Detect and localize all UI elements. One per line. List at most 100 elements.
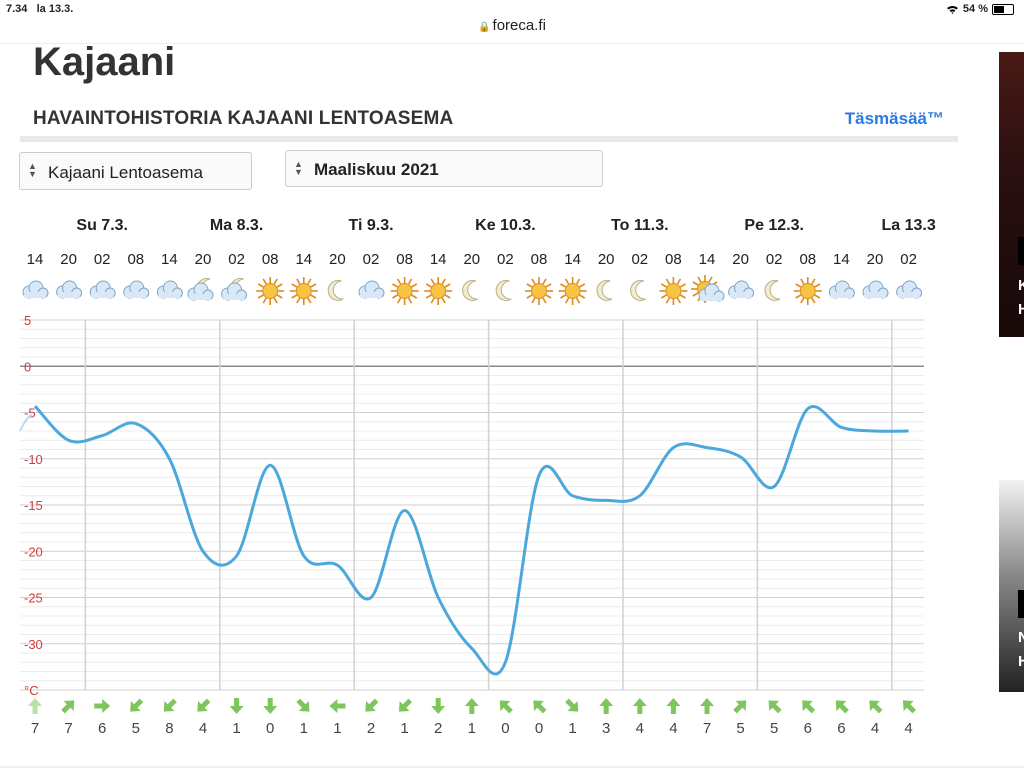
select-arrows-icon: ▲ ▼ [294, 159, 303, 177]
ad-block [1018, 590, 1024, 618]
sun-icon [256, 277, 285, 305]
wifi-icon [946, 5, 958, 14]
cloud-icon [22, 280, 49, 299]
brand-link[interactable]: Täsmäsää™ [844, 109, 944, 128]
wind-speed-label: 4 [199, 720, 207, 737]
month-select[interactable]: ▲ ▼ Maaliskuu 2021 [285, 150, 603, 187]
wind-speed-label: 1 [333, 720, 341, 737]
wind-speed-label: 8 [165, 720, 173, 737]
cloud-icon [728, 280, 755, 299]
hour-label: 14 [161, 251, 178, 268]
hour-label: 08 [531, 251, 548, 268]
hour-label: 20 [867, 251, 884, 268]
wind-speed-label: 4 [636, 720, 644, 737]
wind-speed-label: 6 [837, 720, 845, 737]
arrow-up-left-icon [802, 700, 816, 714]
hour-label: 20 [195, 251, 212, 268]
arrow-down-left-icon [365, 698, 379, 712]
arrow-up-icon [666, 698, 681, 714]
arrow-down-right-icon [296, 698, 310, 712]
url-bar[interactable]: 🔒 foreca.fi [0, 17, 1024, 44]
month-select-value: Maaliskuu 2021 [314, 160, 439, 179]
wind-speed-label: 3 [602, 720, 610, 737]
select-arrows-icon: ▲ ▼ [28, 161, 37, 179]
hour-label: 14 [27, 251, 44, 268]
hour-label: 14 [564, 251, 581, 268]
arrow-up-left-icon [768, 700, 782, 714]
arrow-down-icon [431, 698, 446, 714]
moon-icon [327, 279, 344, 301]
y-tick-label: -10 [24, 452, 43, 467]
arrow-up-left-icon [835, 700, 849, 714]
arrow-down-right-icon [565, 698, 579, 712]
wind-speed-label: 6 [804, 720, 812, 737]
arrow-up-left-icon [533, 700, 547, 714]
moon-icon [462, 279, 479, 301]
arrow-down-icon [229, 698, 244, 714]
day-label: Ti 9.3. [348, 217, 393, 234]
wind-speed-label: 5 [132, 720, 140, 737]
arrow-down-icon [263, 698, 278, 714]
arrow-up-icon [599, 698, 614, 714]
arrow-up-icon [464, 698, 479, 714]
hour-label: 20 [463, 251, 480, 268]
hour-label: 02 [363, 251, 380, 268]
cloud-icon [862, 280, 889, 299]
arrow-down-left-icon [398, 698, 413, 712]
wind-speed-label: 0 [501, 720, 509, 737]
y-tick-label: 0 [24, 359, 31, 374]
wind-speed-label: 2 [367, 720, 375, 737]
arrow-down-left-icon [130, 698, 144, 712]
hour-label: 08 [665, 251, 682, 268]
hour-label: 20 [329, 251, 346, 268]
day-label: Ma 8.3. [210, 217, 263, 234]
hour-label: 02 [94, 251, 111, 268]
hour-label: 14 [295, 251, 312, 268]
ad-block [1018, 237, 1024, 265]
cloud-icon [56, 280, 83, 299]
station-select[interactable]: ▲ ▼ Kajaani Lentoasema [19, 152, 252, 190]
hour-label: 20 [732, 251, 749, 268]
temperature-line [33, 404, 909, 676]
hour-label: 08 [799, 251, 816, 268]
wind-speed-label: 1 [232, 720, 240, 737]
wind-speed-label: 1 [300, 720, 308, 737]
y-tick-label: -25 [24, 591, 43, 606]
arrow-up-icon [28, 698, 42, 714]
day-label: Su 7.3. [76, 217, 128, 234]
wind-speed-label: 0 [266, 720, 274, 737]
battery-percent: 54 % [962, 3, 988, 15]
hour-label: 20 [60, 251, 77, 268]
station-select-value: Kajaani Lentoasema [48, 163, 204, 182]
arrow-down-left-icon [163, 698, 177, 712]
hour-label: 08 [262, 251, 279, 268]
sun-cloud-icon [691, 275, 725, 303]
sun-icon [525, 277, 553, 305]
cloud-icon [828, 280, 855, 299]
hour-label: 02 [631, 251, 648, 268]
wind-speed-label: 5 [770, 720, 778, 737]
day-label: Ke 10.3. [475, 217, 535, 234]
divider [20, 136, 958, 142]
url-text: foreca.fi [492, 17, 546, 34]
y-tick-label: -20 [24, 544, 43, 559]
wind-speed-label: 4 [871, 720, 879, 737]
cloud-icon [156, 280, 183, 299]
sun-icon [390, 277, 419, 305]
arrow-up-icon [632, 698, 647, 714]
hour-label: 20 [598, 251, 615, 268]
battery-icon [992, 3, 1014, 15]
temperature-chart: 5 0 -5 -10 -15 -20 -25 -30 °C Su 7.3. Ma 8.3. Ti 9.… [19, 217, 936, 737]
wind-speed-label: 7 [31, 720, 39, 737]
wind-speed-label: 6 [98, 720, 106, 737]
y-axis-unit: °C [24, 683, 39, 698]
moon-cloud-icon [221, 277, 248, 301]
arrow-up-left-icon [902, 700, 917, 714]
cloud-icon [123, 280, 150, 299]
hour-label: 14 [430, 251, 447, 268]
y-tick-label: 5 [24, 313, 31, 328]
